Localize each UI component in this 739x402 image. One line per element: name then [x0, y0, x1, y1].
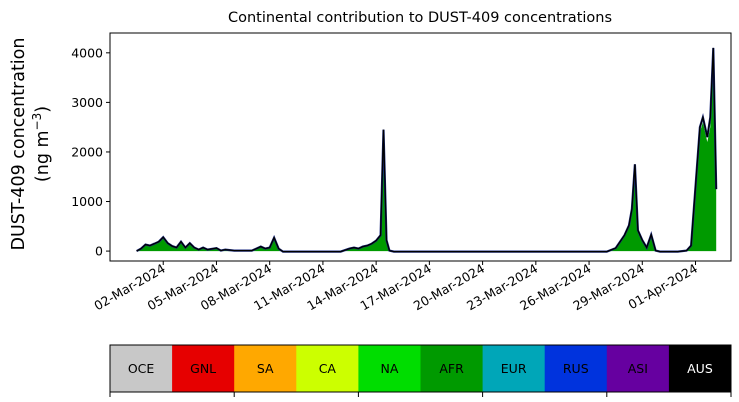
legend-label-asi: ASI [628, 361, 648, 376]
y-axis-label: DUST-409 concentration (ng m−3) [9, 38, 53, 251]
chart-title: Continental contribution to DUST-409 con… [228, 10, 612, 26]
legend-label-oce: OCE [128, 361, 155, 376]
legend-swatch-oce [110, 345, 173, 392]
legend-label-gnl: GNL [190, 361, 216, 376]
legend-swatch-rus [544, 345, 608, 392]
legend-label-eur: EUR [501, 361, 527, 376]
legend-swatch-gnl [172, 345, 235, 392]
legend-swatch-asi [606, 345, 670, 392]
legend-swatch-sa [234, 345, 297, 392]
legend-swatch-eur [482, 345, 546, 392]
legend-label-aus: AUS [687, 361, 713, 376]
legend-label-afr: AFR [439, 361, 464, 376]
y-tick-label: 0 [95, 244, 103, 259]
legend-frame [109, 344, 732, 393]
plot-area [136, 47, 718, 253]
plot-frame [109, 32, 732, 262]
y-tick-label: 1000 [71, 194, 103, 209]
legend-colorbar: OCE GNL SA CA NA AFR EUR RUS ASI AUS [109, 344, 732, 397]
y-tick-label: 3000 [71, 95, 103, 110]
legend-label-rus: RUS [563, 361, 589, 376]
legend-swatch-na [358, 345, 421, 392]
legend-label-na: NA [380, 361, 398, 376]
legend-swatch-afr [420, 345, 484, 392]
legend-label-sa: SA [257, 361, 274, 376]
y-tick-label: 2000 [71, 144, 103, 159]
y-axis-label-line1: DUST-409 concentration [9, 38, 29, 251]
legend-swatch-ca [296, 345, 359, 392]
legend-label-ca: CA [319, 361, 337, 376]
legend-swatch-aus [668, 345, 732, 392]
y-axis: 0 1000 2000 3000 4000 [71, 45, 110, 259]
total-outline [136, 47, 717, 253]
y-tick-label: 4000 [71, 45, 103, 60]
y-axis-label-line2: (ng m−3) [30, 106, 53, 182]
x-axis: 02-Mar-202405-Mar-202408-Mar-202411-Mar-… [91, 261, 700, 314]
